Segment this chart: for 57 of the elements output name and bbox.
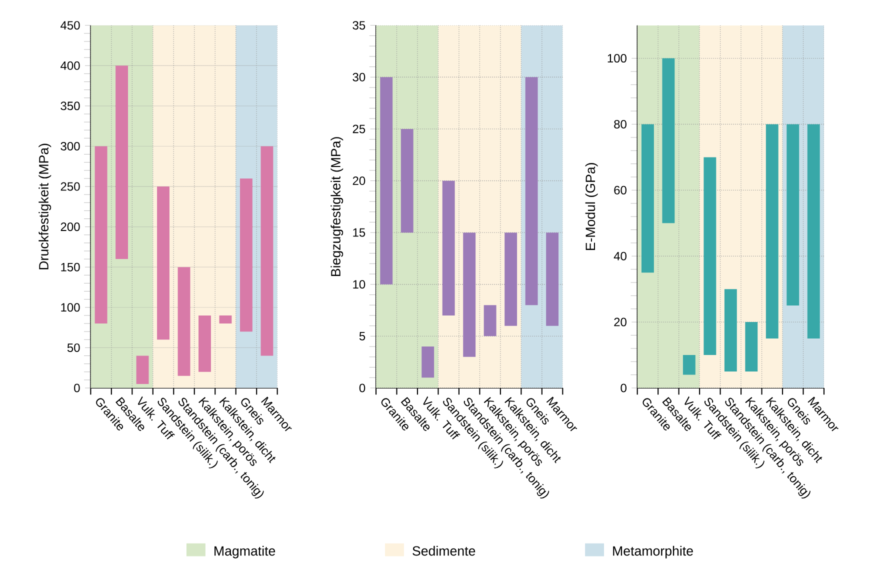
y-axis-title: Biegzugfestigkeit (MPa) [330, 137, 344, 276]
bar [704, 157, 716, 356]
legend-label: Metamorphite [613, 546, 693, 558]
bar [136, 356, 149, 384]
y-tick-label: 200 [60, 222, 80, 232]
y-axis-title: Druckfestigkeit (MPa) [38, 144, 52, 270]
y-tick-label: 35 [352, 21, 366, 30]
y-tick-label: 0 [359, 384, 366, 392]
bar [240, 178, 252, 332]
bar [724, 289, 737, 372]
y-tick-label: 40 [614, 252, 626, 260]
bar [463, 232, 476, 357]
bar [641, 124, 654, 273]
bar [745, 322, 758, 372]
y-axis-title: E-Modul (GPa) [585, 163, 598, 250]
bar [219, 315, 232, 324]
bar [546, 232, 559, 326]
bar [400, 128, 414, 233]
bar [422, 346, 434, 378]
bar [380, 77, 393, 284]
y-tick-label: 150 [61, 262, 80, 272]
y-tick-label: 250 [60, 182, 80, 191]
y-tick-label: 400 [60, 61, 80, 70]
legend-label: Sedimente [412, 546, 476, 556]
bar [157, 186, 170, 340]
y-tick-label: 100 [608, 54, 626, 63]
bar [525, 77, 538, 306]
y-tick-label: 10 [353, 280, 366, 289]
bar [504, 232, 518, 326]
y-tick-label: 100 [61, 303, 80, 312]
bar [198, 315, 211, 372]
y-tick-label: 30 [352, 72, 366, 82]
bar [786, 124, 800, 306]
y-tick-label: 60 [614, 186, 626, 194]
bar [682, 355, 696, 375]
y-tick-label: 350 [60, 102, 80, 110]
bar [116, 66, 128, 260]
legend-label: Magmatite [214, 546, 276, 558]
y-tick-label: 80 [614, 120, 626, 128]
y-tick-label: 300 [60, 142, 80, 150]
y-tick-label: 20 [352, 176, 366, 186]
bar [94, 146, 108, 324]
bar [662, 58, 675, 224]
y-tick-label: 0 [620, 384, 626, 392]
y-tick-label: 5 [359, 332, 366, 340]
y-tick-label: 20 [614, 318, 626, 326]
bar [807, 124, 820, 339]
bar [178, 267, 190, 376]
bar [484, 305, 496, 336]
bar [442, 180, 455, 316]
y-tick-label: 15 [353, 228, 366, 237]
bar [260, 146, 274, 356]
y-tick-label: 450 [60, 21, 80, 30]
y-tick-label: 0 [74, 384, 80, 392]
y-tick-label: 50 [67, 343, 80, 352]
y-tick-label: 25 [352, 124, 366, 134]
bar [766, 124, 778, 339]
